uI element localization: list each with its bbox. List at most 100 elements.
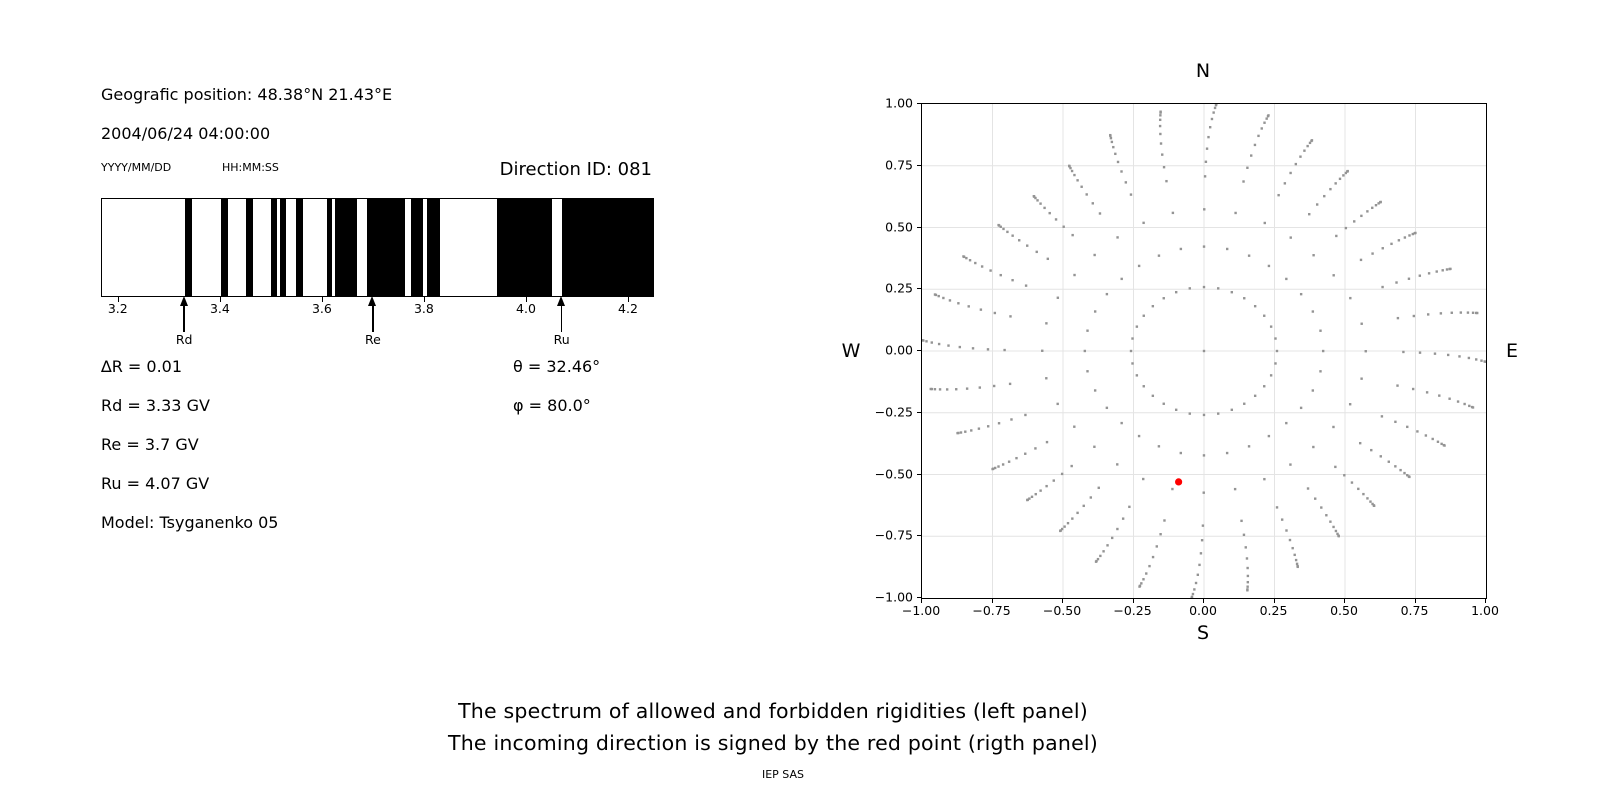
direction-grid-dot xyxy=(1128,505,1131,509)
x-axis-tick xyxy=(628,296,630,302)
direction-grid-dot xyxy=(1073,173,1076,177)
direction-grid-dot xyxy=(1006,230,1009,234)
x-axis-tick-label: 4.2 xyxy=(618,301,638,316)
x-axis-tick-label: −0.25 xyxy=(1113,603,1152,618)
direction-grid-dot xyxy=(1253,304,1257,308)
direction-grid-dot xyxy=(1045,440,1049,444)
direction-grid-dot xyxy=(1467,356,1471,360)
direction-grid-dot xyxy=(1157,254,1161,257)
direction-grid-dot xyxy=(1289,171,1292,175)
direction-grid-dot xyxy=(971,347,975,350)
direction-grid-dot xyxy=(1435,270,1438,273)
theta-value: θ = 32.46° xyxy=(513,357,601,376)
direction-grid-dot xyxy=(1379,455,1382,458)
direction-grid-dot xyxy=(1315,203,1319,206)
direction-grid-dot xyxy=(1171,211,1175,215)
direction-grid-dot xyxy=(1018,239,1021,242)
direction-grid-dot xyxy=(1242,533,1246,536)
y-axis-tick-label: −0.25 xyxy=(874,404,913,420)
direction-grid-dot xyxy=(1344,226,1348,230)
direction-grid-dot xyxy=(1069,166,1072,170)
direction-grid-dot xyxy=(1174,290,1178,294)
direction-grid-dot xyxy=(992,384,996,388)
direction-grid-dot xyxy=(1250,154,1253,157)
direction-grid-dot xyxy=(1381,247,1384,250)
direction-grid-dot xyxy=(1311,389,1315,392)
direction-grid-dot xyxy=(1306,487,1310,490)
allowed-rigidity-band xyxy=(335,199,358,296)
compass-south-label: S xyxy=(1196,622,1210,644)
direction-grid-dot xyxy=(1159,110,1162,113)
direction-grid-dot xyxy=(1036,199,1039,202)
direction-grid-dot xyxy=(1212,111,1215,114)
direction-grid-dot xyxy=(1242,180,1245,183)
direction-grid-dot xyxy=(1348,403,1352,406)
direction-grid-dot xyxy=(991,467,994,471)
direction-grid-dot xyxy=(1071,517,1074,520)
direction-grid-dot xyxy=(1338,177,1342,181)
direction-grid-dot xyxy=(1371,206,1374,210)
compass-north-label: N xyxy=(1195,60,1211,82)
direction-grid-dot xyxy=(1093,253,1096,257)
x-axis-tick-label: 0.75 xyxy=(1400,603,1429,618)
direction-grid-dot xyxy=(1449,267,1452,271)
direction-scatter-plot xyxy=(922,104,1486,598)
direction-grid-dot xyxy=(994,466,997,470)
direction-grid-dot xyxy=(1387,460,1390,463)
direction-grid-dot xyxy=(1035,250,1038,254)
direction-grid-dot xyxy=(1026,498,1029,502)
direction-grid-dot xyxy=(1463,402,1466,406)
direction-grid-dot xyxy=(1011,234,1014,237)
direction-grid-dot xyxy=(1275,506,1279,509)
direction-grid-dot xyxy=(1045,377,1048,380)
allowed-rigidity-band xyxy=(366,199,406,296)
direction-grid-dot xyxy=(1372,504,1376,507)
direction-grid-dot xyxy=(1061,527,1064,531)
direction-grid-dot xyxy=(1308,212,1311,216)
direction-grid-dot xyxy=(1285,277,1288,281)
direction-grid-dot xyxy=(1310,139,1314,142)
re-value: Re = 3.7 GV xyxy=(101,435,199,454)
direction-grid-dot xyxy=(1011,278,1014,282)
direction-grid-dot xyxy=(1349,296,1352,300)
allowed-rigidity-band xyxy=(270,199,277,296)
direction-grid-dot xyxy=(955,388,958,391)
direction-grid-dot xyxy=(1202,413,1206,417)
direction-scatter-panel xyxy=(921,103,1487,599)
direction-grid-dot xyxy=(1377,202,1380,205)
direction-grid-dot xyxy=(1203,175,1207,178)
direction-grid-dot xyxy=(1456,400,1460,403)
direction-grid-dot xyxy=(1161,153,1164,156)
direction-grid-dot xyxy=(1063,525,1066,528)
incoming-direction-red-point xyxy=(1175,478,1183,486)
direction-grid-dot xyxy=(922,339,924,342)
direction-grid-dot xyxy=(1193,588,1196,591)
direction-grid-dot xyxy=(948,299,952,302)
direction-grid-dot xyxy=(1165,179,1168,183)
y-axis-tick xyxy=(916,411,921,413)
direction-grid-dot xyxy=(1246,166,1249,169)
direction-grid-dot xyxy=(1137,264,1141,268)
direction-grid-dot xyxy=(1230,291,1234,294)
y-axis-tick xyxy=(916,535,921,537)
direction-grid-dot xyxy=(1274,337,1277,340)
datetime-label: 2004/06/24 04:00:00 xyxy=(101,124,271,143)
allowed-rigidity-band xyxy=(496,199,552,296)
direction-grid-dot xyxy=(1289,236,1292,239)
direction-grid-dot xyxy=(1257,134,1260,138)
direction-grid-dot xyxy=(1433,352,1437,355)
y-axis-tick xyxy=(916,103,921,105)
direction-grid-dot xyxy=(959,431,963,434)
direction-grid-dot xyxy=(1110,140,1114,144)
direction-grid-dot xyxy=(1082,504,1085,508)
direction-grid-dot xyxy=(1458,355,1461,358)
direction-grid-dot xyxy=(1201,524,1205,527)
direction-grid-dot xyxy=(1034,447,1037,450)
direction-grid-dot xyxy=(1114,152,1117,156)
direction-grid-dot xyxy=(1380,415,1384,418)
direction-grid-dot xyxy=(1246,566,1249,570)
direction-grid-dot xyxy=(1402,350,1405,354)
direction-grid-dot xyxy=(1277,193,1280,197)
direction-grid-dot xyxy=(1106,544,1109,547)
direction-grid-dot xyxy=(1263,385,1266,388)
